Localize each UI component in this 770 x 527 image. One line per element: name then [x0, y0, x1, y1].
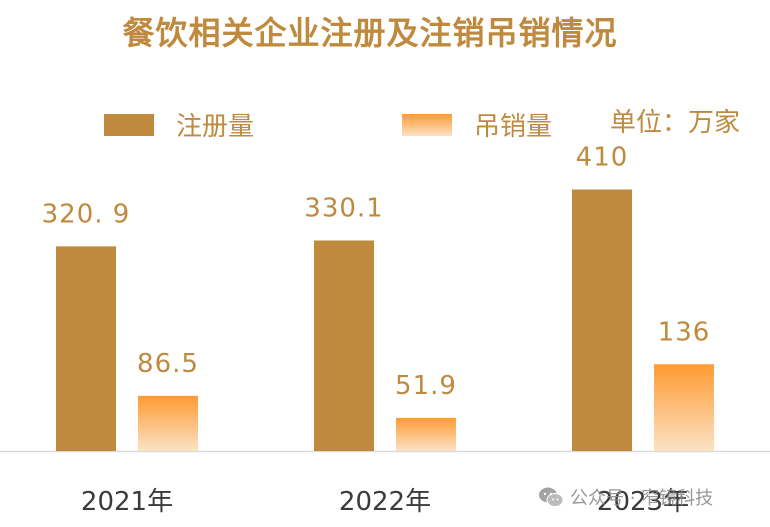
bar-revocation-1: [396, 417, 456, 451]
data-label-registration-0: 320. 9: [42, 199, 131, 229]
x-tick-label-0: 2021年: [81, 487, 173, 517]
bar-registration-0: [56, 246, 116, 451]
chart-title: 餐饮相关企业注册及注销吊销情况: [122, 14, 618, 52]
x-tick-label-2: 2023年: [597, 487, 689, 517]
legend-swatch-registration: [104, 113, 154, 136]
bar-registration-1: [314, 240, 374, 451]
data-label-revocation-2: 136: [658, 317, 711, 347]
x-tick-label-1: 2022年: [339, 487, 431, 517]
data-label-revocation-0: 86.5: [137, 349, 199, 379]
data-label-revocation-1: 51.9: [395, 371, 457, 401]
bar-revocation-2: [654, 364, 714, 451]
legend-label-revocation: 吊销量: [474, 112, 553, 142]
data-label-registration-1: 330.1: [304, 193, 383, 223]
bar-registration-2: [572, 189, 632, 451]
unit-label: 单位：万家: [610, 108, 741, 138]
legend-swatch-revocation: [402, 113, 452, 136]
wechat-icon: [539, 487, 564, 507]
watermark: 公众号 · 窄镜科技: [538, 484, 713, 510]
legend-registration: 注册量: [104, 106, 254, 143]
legend-revocation: 吊销量: [402, 106, 552, 143]
bar-revocation-0: [138, 395, 198, 451]
legend-label-registration: 注册量: [176, 112, 255, 142]
data-label-registration-2: 410: [576, 143, 629, 173]
watermark-text: 公众号 · 窄镜科技: [570, 488, 714, 509]
